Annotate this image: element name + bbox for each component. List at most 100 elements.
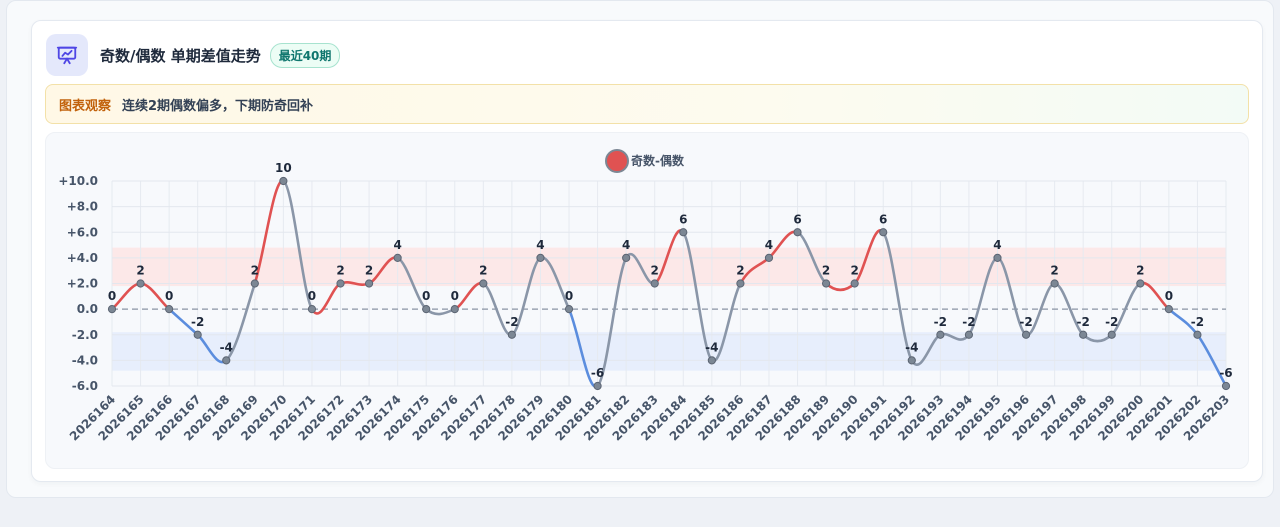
data-label: 10 <box>275 161 292 175</box>
data-label: -2 <box>1191 315 1204 329</box>
page-container: 奇数/偶数 单期差值走势 最近40期 图表观察 连续2期偶数偏多，下期防奇回补 … <box>6 0 1274 498</box>
line-segment <box>424 307 457 316</box>
observation-note: 图表观察 连续2期偶数偏多，下期防奇回补 <box>45 84 1249 124</box>
data-point <box>450 305 459 314</box>
data-point <box>850 279 859 288</box>
data-point <box>964 330 974 339</box>
data-label: 2 <box>651 264 659 278</box>
data-labels: 0 2 0 -2 -4 2 10 0 2 2 4 0 0 2 -2 4 0 -6 4 2 6 -4 2 4 6 2 2 6 -4 -2 -2… <box>108 161 1233 380</box>
data-point <box>165 305 174 314</box>
data-point <box>1079 330 1088 339</box>
legend-label[interactable]: 奇数-偶数 <box>631 153 685 168</box>
data-point <box>1107 330 1116 339</box>
data-point <box>736 279 745 288</box>
data-label: 2 <box>736 264 744 278</box>
data-point <box>593 381 602 391</box>
observation-text: 连续2期偶数偏多，下期防奇回补 <box>122 98 314 114</box>
line-segment <box>453 281 485 311</box>
data-point <box>364 279 374 288</box>
data-point <box>1021 330 1031 339</box>
data-point <box>479 279 488 288</box>
y-tick-label: +6.0 <box>67 225 98 239</box>
series-points <box>107 176 1231 391</box>
data-label: 0 <box>165 289 173 303</box>
y-tick-label: +2.0 <box>67 277 98 291</box>
line-segment <box>510 256 542 337</box>
data-label: 0 <box>565 289 573 303</box>
data-point <box>1221 381 1231 391</box>
data-label: 6 <box>793 212 801 226</box>
data-label: 2 <box>1050 264 1058 278</box>
line-segment <box>596 256 628 388</box>
data-label: -2 <box>505 315 518 329</box>
data-label: 2 <box>822 264 830 278</box>
observation-tag: 图表观察 <box>59 98 112 114</box>
data-label: -2 <box>934 315 947 329</box>
card-header: 奇数/偶数 单期差值走势 最近40期 <box>46 33 341 77</box>
data-label: 4 <box>393 238 401 252</box>
y-axis: -6.0 -4.0 -2.0 0.0 +2.0 +4.0 +6.0 +8.0 +10.0 <box>58 174 98 393</box>
y-tick-label: -4.0 <box>72 353 98 367</box>
data-point <box>650 279 659 288</box>
data-point <box>707 356 716 365</box>
data-label: 0 <box>422 289 430 303</box>
y-tick-label: -2.0 <box>72 328 98 342</box>
data-label: -4 <box>905 340 918 354</box>
data-point <box>536 253 545 262</box>
line-segment <box>681 230 714 362</box>
data-point <box>907 356 916 365</box>
x-axis: 2026164202616520261662026167202616820261… <box>67 392 1232 443</box>
period-badge: 最近40期 <box>269 42 341 68</box>
data-label: 0 <box>451 289 459 303</box>
data-point <box>222 356 231 365</box>
data-label: 4 <box>622 238 630 252</box>
data-label: 6 <box>679 212 687 226</box>
data-label: 2 <box>479 264 487 278</box>
data-label: 2 <box>136 264 144 278</box>
data-label: -2 <box>1105 315 1118 329</box>
data-label: 2 <box>1136 264 1144 278</box>
chart-legend[interactable]: 奇数-偶数 <box>605 149 685 173</box>
data-label: 2 <box>850 264 858 278</box>
data-point <box>336 279 345 288</box>
legend-marker[interactable] <box>605 149 629 173</box>
data-label: 2 <box>336 264 344 278</box>
line-segment <box>881 230 914 362</box>
data-point <box>993 253 1002 262</box>
data-point <box>879 228 888 237</box>
data-label: 6 <box>879 212 887 226</box>
data-point <box>936 330 945 339</box>
data-point <box>679 228 688 237</box>
data-label: -2 <box>1077 315 1090 329</box>
data-point <box>564 305 574 314</box>
grid-lines <box>111 180 1227 387</box>
data-label: -2 <box>191 315 204 329</box>
data-label: 0 <box>108 289 116 303</box>
data-point <box>507 330 516 339</box>
chart-title: 奇数/偶数 单期差值走势 <box>100 46 261 65</box>
chart-panel: -6.0 -4.0 -2.0 0.0 +2.0 +4.0 +6.0 +8.0 +10.0 202… <box>45 132 1249 469</box>
data-point <box>622 253 631 262</box>
data-point <box>822 279 831 288</box>
y-tick-label: +10.0 <box>58 174 98 188</box>
data-label: -2 <box>962 315 975 329</box>
line-segment <box>1196 333 1228 388</box>
bias-bands <box>112 247 1226 371</box>
y-tick-label: -6.0 <box>72 379 98 393</box>
data-point <box>136 279 145 288</box>
data-label: 0 <box>308 289 316 303</box>
data-point <box>793 228 802 237</box>
trend-chart: -6.0-4.0-2.00.0+2.0+4.0+6.0+8.0+10.0 202… <box>58 149 1233 443</box>
data-point <box>193 330 202 339</box>
data-label: -4 <box>220 340 233 354</box>
data-label: -6 <box>1219 366 1232 380</box>
data-point <box>1193 330 1202 339</box>
data-label: -6 <box>591 366 604 380</box>
data-label: 2 <box>365 264 373 278</box>
y-tick-label: 0.0 <box>77 302 98 316</box>
data-point <box>107 305 117 314</box>
data-label: 0 <box>1165 289 1173 303</box>
data-point <box>422 305 431 314</box>
data-label: 4 <box>765 238 773 252</box>
y-tick-label: +4.0 <box>67 251 98 265</box>
